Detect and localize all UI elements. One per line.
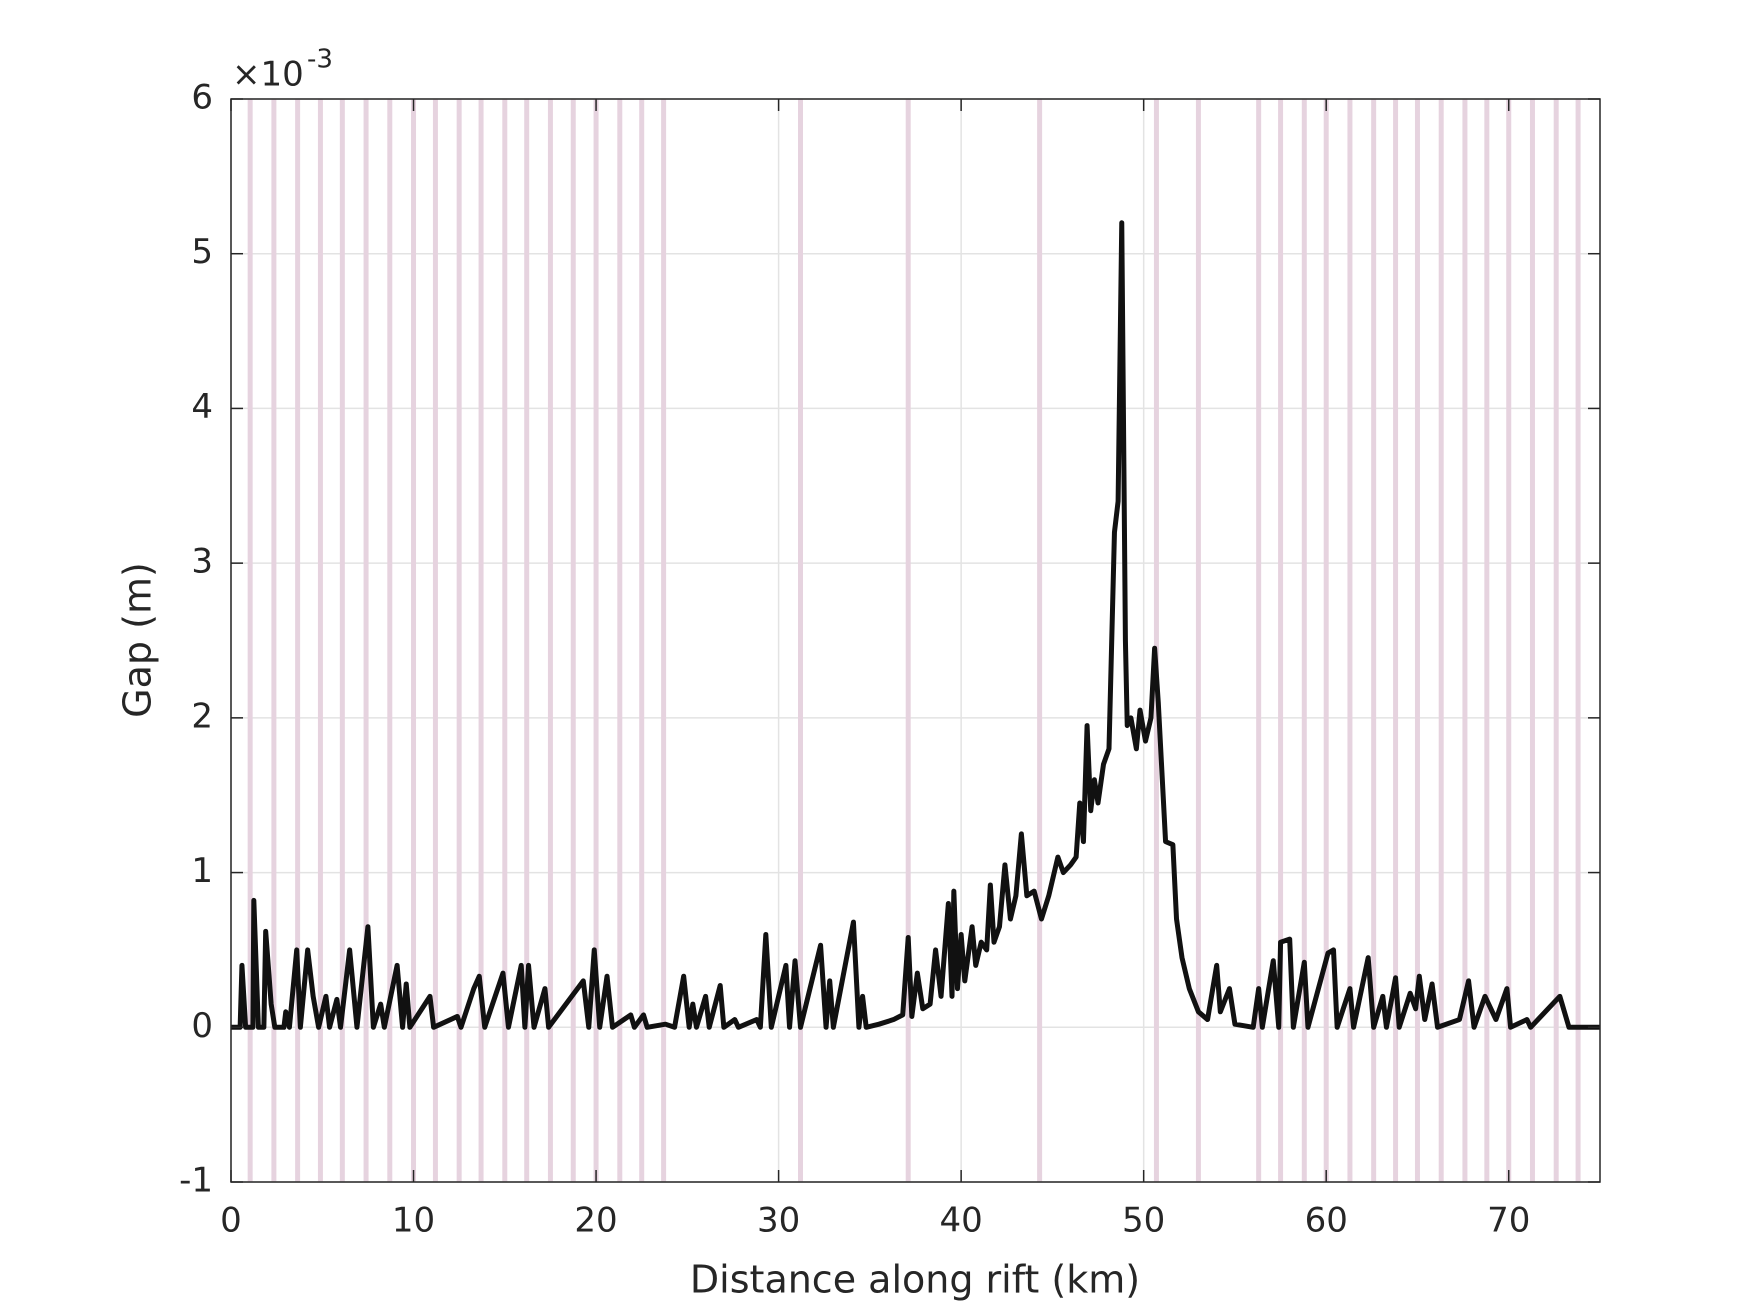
y-tick-label: 4 xyxy=(191,387,213,427)
x-tick-label: 50 xyxy=(1122,1201,1165,1241)
y-exponent-power: -3 xyxy=(307,45,333,75)
x-tick-label: 60 xyxy=(1305,1201,1348,1241)
x-tick-label: 30 xyxy=(757,1201,800,1241)
y-axis-label: Gap (m) xyxy=(116,562,160,718)
axes-box xyxy=(230,98,1601,1183)
x-tick-label: 70 xyxy=(1487,1201,1530,1241)
y-tick-label: 5 xyxy=(191,232,213,272)
x-tick-label: 20 xyxy=(574,1201,617,1241)
y-tick-label: 6 xyxy=(191,78,213,118)
y-tick-label: 0 xyxy=(191,1006,213,1046)
x-axis-label: Distance along rift (km) xyxy=(690,1258,1140,1302)
y-exponent-base: ×10 xyxy=(232,55,304,95)
x-tick-label: 10 xyxy=(392,1201,435,1241)
x-tick-label: 40 xyxy=(940,1201,983,1241)
data-line xyxy=(231,220,1600,1030)
y-tick-label: -1 xyxy=(179,1161,213,1201)
x-tick-label: 0 xyxy=(220,1201,242,1241)
y-tick-label: 3 xyxy=(191,542,213,582)
y-tick-label: 2 xyxy=(191,696,213,736)
y-tick-label: 1 xyxy=(191,851,213,891)
